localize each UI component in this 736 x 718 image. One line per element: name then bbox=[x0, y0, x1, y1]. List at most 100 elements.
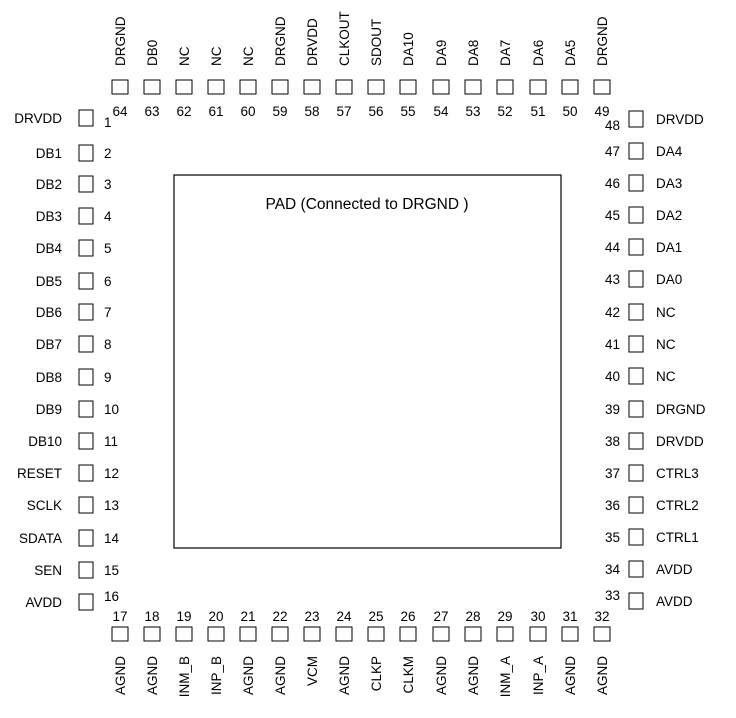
pin-53-box bbox=[464, 79, 482, 95]
right-pin-group: AVDD 33 AVDD 34 CTRL1 35 CTRL2 36 CTRL3 37 DRVDD 38… bbox=[605, 110, 706, 610]
pin-63-name: DB0 bbox=[145, 40, 160, 66]
bottom-pin-group: 17 AGND 18 AGND 19 INM_B 20 INP_B 21 AGND 22 AGND 23… bbox=[111, 609, 611, 697]
pin-30-box bbox=[529, 626, 547, 642]
exposed-pad-label: PAD (Connected to DRGND ) bbox=[266, 196, 469, 213]
pin-41-box bbox=[628, 335, 644, 353]
pin-12-name: RESET bbox=[17, 466, 62, 481]
pin-62-number: 62 bbox=[176, 104, 191, 119]
pin-64-number: 64 bbox=[112, 104, 128, 119]
pin-34-number: 34 bbox=[605, 562, 621, 577]
pin-40-box bbox=[628, 367, 644, 385]
pin-12-number: 12 bbox=[104, 466, 119, 481]
pin-32-name: AGND bbox=[595, 656, 610, 695]
pin-38-box bbox=[628, 432, 644, 450]
pin-45-box bbox=[628, 206, 644, 224]
pin-23-box bbox=[303, 626, 321, 642]
pin-55-box bbox=[399, 79, 417, 95]
pin-2-box bbox=[78, 144, 94, 162]
pin-59-box bbox=[271, 79, 289, 95]
pin-46-number: 46 bbox=[605, 176, 620, 191]
pin-19-box bbox=[175, 626, 193, 642]
pin-45-number: 45 bbox=[605, 208, 620, 223]
pin-24-number: 24 bbox=[336, 609, 352, 624]
pin-46-box bbox=[628, 174, 644, 192]
pin-39-number: 39 bbox=[605, 402, 620, 417]
pin-20-number: 20 bbox=[208, 609, 223, 624]
pin-42-box bbox=[628, 303, 644, 321]
pin-61-number: 61 bbox=[208, 104, 223, 119]
pin-13-name: SCLK bbox=[27, 498, 62, 513]
pin-35-name: CTRL1 bbox=[656, 530, 699, 545]
pin-52-box bbox=[496, 79, 514, 95]
pin-6-box bbox=[78, 272, 94, 290]
pin-38-number: 38 bbox=[605, 434, 620, 449]
pin-9-name: DB8 bbox=[36, 370, 62, 385]
pin-28-name: AGND bbox=[466, 656, 481, 695]
pin-60-box bbox=[239, 79, 257, 95]
pin-53-number: 53 bbox=[465, 104, 480, 119]
top-pin-group: 49 DRGND 50 DA5 51 DA6 52 DA7 53 DA8 54 DA9 55 DA10 56… bbox=[111, 11, 611, 119]
pin-7-name: DB6 bbox=[36, 305, 62, 320]
pin-47-number: 47 bbox=[605, 144, 620, 159]
pin-50-name: DA5 bbox=[563, 40, 578, 66]
pin-31-name: AGND bbox=[563, 656, 578, 695]
pin-54-number: 54 bbox=[433, 104, 449, 119]
pin-59-name: DRGND bbox=[273, 16, 288, 66]
pin-11-box bbox=[78, 432, 94, 450]
pin-4-number: 4 bbox=[104, 209, 112, 224]
pin-49-box bbox=[593, 79, 611, 95]
pin-1-box bbox=[78, 109, 94, 127]
pin-36-number: 36 bbox=[605, 498, 620, 513]
pin-19-number: 19 bbox=[176, 609, 191, 624]
pin-34-name: AVDD bbox=[656, 562, 693, 577]
pin-62-box bbox=[175, 79, 193, 95]
pin-14-number: 14 bbox=[104, 531, 120, 546]
pin-1-number: 1 bbox=[104, 115, 112, 130]
pin-7-number: 7 bbox=[104, 305, 112, 320]
pin-30-number: 30 bbox=[530, 609, 545, 624]
pin-22-box bbox=[271, 626, 289, 642]
pin-36-name: CTRL2 bbox=[656, 498, 699, 513]
pin-42-number: 42 bbox=[605, 305, 620, 320]
pin-28-number: 28 bbox=[465, 609, 480, 624]
pin-56-number: 56 bbox=[368, 104, 383, 119]
pin-33-name: AVDD bbox=[656, 594, 693, 609]
pin-41-name: NC bbox=[656, 337, 676, 352]
pin-23-number: 23 bbox=[304, 609, 319, 624]
pin-33-box bbox=[628, 592, 644, 610]
pin-23-name: VCM bbox=[305, 656, 320, 686]
pin-6-number: 6 bbox=[104, 274, 112, 289]
pin-53-name: DA8 bbox=[466, 40, 481, 66]
pin-51-number: 51 bbox=[530, 104, 545, 119]
pin-9-number: 9 bbox=[104, 370, 112, 385]
pin-48-name: DRVDD bbox=[656, 112, 704, 127]
pin-32-number: 32 bbox=[594, 609, 609, 624]
pin-41-number: 41 bbox=[605, 337, 620, 352]
pin-21-number: 21 bbox=[240, 609, 255, 624]
exposed-pad-outline bbox=[173, 174, 562, 549]
pin-6-name: DB5 bbox=[36, 274, 62, 289]
pin-5-number: 5 bbox=[104, 241, 112, 256]
pin-44-name: DA1 bbox=[656, 240, 682, 255]
pin-61-box bbox=[207, 79, 225, 95]
pin-57-name: CLKOUT bbox=[337, 11, 352, 66]
pin-48-number: 48 bbox=[605, 118, 620, 133]
pin-21-name: AGND bbox=[241, 656, 256, 695]
pin-3-box bbox=[78, 175, 94, 193]
pin-26-name: CLKM bbox=[401, 656, 416, 694]
pin-26-number: 26 bbox=[400, 609, 415, 624]
pin-48-box bbox=[628, 110, 644, 128]
pin-5-box bbox=[78, 239, 94, 257]
pin-29-box bbox=[496, 626, 514, 642]
pin-22-number: 22 bbox=[272, 609, 287, 624]
pin-36-box bbox=[628, 496, 644, 514]
pin-57-number: 57 bbox=[336, 104, 351, 119]
pin-28-box bbox=[464, 626, 482, 642]
pin-12-box bbox=[78, 464, 94, 482]
pin-43-number: 43 bbox=[605, 272, 620, 287]
pin-15-box bbox=[78, 561, 94, 579]
pin-27-box bbox=[432, 626, 450, 642]
pin-52-number: 52 bbox=[497, 104, 512, 119]
pin-17-box bbox=[111, 626, 129, 642]
